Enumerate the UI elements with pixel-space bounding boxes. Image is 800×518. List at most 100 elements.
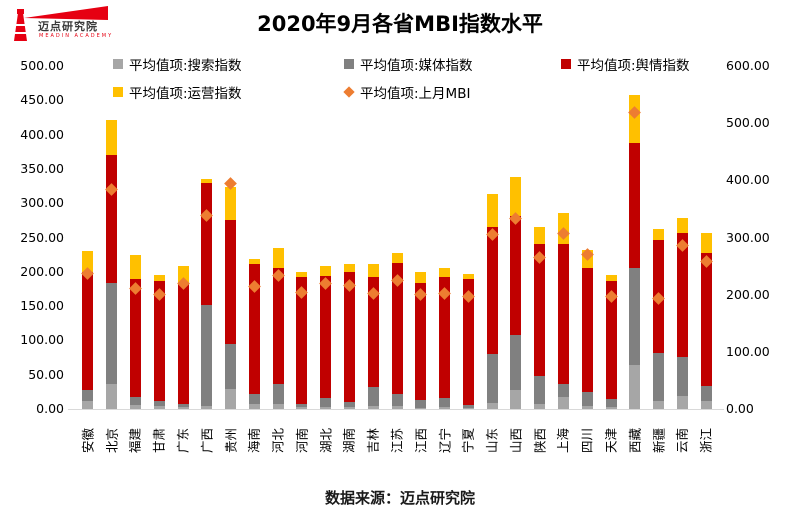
chart-title: 2020年9月各省MBI指数水平	[257, 12, 543, 36]
bar-segment-湖南	[343, 272, 355, 403]
bar-segment-江苏	[391, 406, 403, 409]
y-axis-left-tick: 200.00	[20, 263, 64, 279]
bar-segment-河南	[296, 406, 308, 409]
legend-label: 平均值项:搜索指数	[129, 58, 242, 74]
bar-segment-广东	[177, 266, 189, 284]
x-axis-label: 云南	[674, 428, 690, 454]
y-axis-left-tick: 350.00	[20, 160, 64, 176]
bar-segment-河北	[272, 267, 284, 385]
x-axis-label: 广东	[175, 428, 191, 454]
x-axis-label: 宁夏	[460, 428, 476, 454]
bar-segment-云南	[676, 356, 688, 396]
bar-segment-天津	[605, 398, 617, 407]
bar-segment-四川	[581, 268, 593, 392]
bar-segment-江西	[415, 282, 427, 401]
x-axis-label: 陕西	[532, 428, 548, 454]
bar-segment-云南	[676, 395, 688, 409]
bar-segment-甘肃	[153, 274, 165, 281]
bar-segment-广西	[201, 405, 213, 409]
bar-segment-江苏	[391, 253, 403, 263]
bar-segment-河南	[296, 271, 308, 277]
bar-segment-山西	[510, 177, 522, 217]
legend-item: 平均值项:上月MBI	[343, 85, 471, 102]
bar-segment-新疆	[653, 400, 665, 409]
bar-segment-广西	[201, 179, 213, 184]
bar-segment-西藏	[629, 365, 641, 409]
x-axis-label: 西藏	[627, 428, 643, 454]
bar-segment-陕西	[534, 376, 546, 404]
bar-segment-辽宁	[439, 406, 451, 409]
bar-segment-辽宁	[439, 268, 451, 278]
bar-segment-湖南	[343, 402, 355, 407]
legend-label: 平均值项:上月MBI	[360, 86, 471, 102]
bar-segment-河南	[296, 403, 308, 407]
x-axis-label: 浙江	[698, 428, 714, 454]
bar-segment-云南	[676, 218, 688, 233]
bar-segment-海南	[248, 263, 260, 394]
logo: 迈点研究院 MEADIN ACADEMY	[8, 4, 118, 44]
x-axis-label: 湖南	[341, 428, 357, 454]
logo-title: 迈点研究院	[38, 20, 98, 33]
bar-segment-宁夏	[462, 404, 474, 408]
bar-segment-浙江	[700, 233, 712, 254]
y-axis-right-tick: 200.00	[726, 286, 770, 302]
bar-segment-北京	[106, 383, 118, 409]
bar-segment-贵州	[225, 389, 237, 409]
bar-segment-安徽	[82, 250, 94, 273]
bar-segment-吉林	[367, 264, 379, 277]
bar-segment-海南	[248, 393, 260, 405]
bar-segment-天津	[605, 406, 617, 409]
bar-segment-安徽	[82, 272, 94, 390]
bar-segment-福建	[129, 278, 141, 397]
bar-segment-贵州	[225, 186, 237, 220]
x-axis-label: 甘肃	[151, 428, 167, 454]
bar-segment-西藏	[629, 268, 641, 366]
bar-segment-福建	[129, 396, 141, 405]
bar-segment-北京	[106, 120, 118, 156]
bar-segment-广西	[201, 305, 213, 406]
x-axis-label: 河南	[294, 428, 310, 454]
bar-segment-北京	[106, 155, 118, 284]
bar-segment-山东	[486, 402, 498, 409]
bar-segment-陕西	[534, 403, 546, 409]
bar-segment-四川	[581, 391, 593, 407]
y-axis-left-tick: 450.00	[20, 92, 64, 108]
y-axis-right-tick: 600.00	[726, 58, 770, 73]
bar-segment-湖北	[320, 275, 332, 398]
bar-segment-广西	[201, 183, 213, 306]
bar-segment-山西	[510, 216, 522, 335]
bar-segment-河北	[272, 404, 284, 409]
bar-segment-山东	[486, 354, 498, 403]
bar-segment-新疆	[653, 352, 665, 401]
bar-segment-吉林	[367, 387, 379, 406]
bar-segment-云南	[676, 232, 688, 357]
bar-segment-安徽	[82, 400, 94, 409]
legend-square-icon	[344, 59, 354, 69]
bar-segment-福建	[129, 254, 141, 279]
y-axis-right-tick: 300.00	[726, 229, 770, 245]
legend-square-icon	[561, 59, 571, 69]
bar-segment-辽宁	[439, 277, 451, 399]
y-axis-right-tick: 100.00	[726, 343, 770, 359]
x-axis-label: 北京	[104, 428, 120, 454]
x-axis-label: 湖北	[318, 428, 334, 454]
legend-item: 平均值项:舆情指数	[561, 57, 690, 74]
x-axis-label: 江苏	[389, 428, 405, 454]
x-axis-label: 江西	[413, 428, 429, 454]
legend-label: 平均值项:媒体指数	[360, 58, 473, 74]
x-axis-label: 海南	[246, 428, 262, 454]
legend-item: 平均值项:媒体指数	[344, 57, 473, 74]
bar-segment-广东	[177, 283, 189, 404]
bar-segment-陕西	[534, 226, 546, 244]
bar-segment-河北	[272, 384, 284, 405]
x-axis-label: 河北	[270, 428, 286, 454]
bar-segment-甘肃	[153, 406, 165, 409]
y-axis-left-tick: 500.00	[20, 58, 64, 73]
legend-label: 平均值项:舆情指数	[577, 58, 690, 74]
y-axis-left-tick: 300.00	[20, 195, 64, 211]
logo-subtitle: MEADIN ACADEMY	[39, 33, 114, 39]
lighthouse-icon	[14, 6, 108, 41]
bar-segment-上海	[557, 383, 569, 397]
bar-segment-江西	[415, 407, 427, 409]
x-axis-label: 吉林	[365, 428, 381, 454]
